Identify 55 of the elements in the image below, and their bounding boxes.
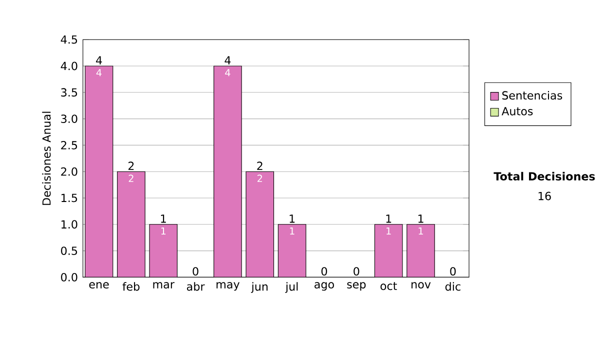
y-tick-label: 3.0 xyxy=(61,114,78,124)
total-label: 2 xyxy=(257,162,262,170)
y-tick-label: 1.5 xyxy=(62,194,78,202)
bar xyxy=(117,172,146,278)
total-label: 1 xyxy=(290,214,295,223)
y-tick-label: 4.0 xyxy=(60,62,78,70)
data-label: 4 xyxy=(225,69,230,76)
total-label: 4 xyxy=(96,56,102,65)
x-tick-label: abr xyxy=(186,282,205,291)
bar xyxy=(278,224,306,278)
x-tick-label: jun xyxy=(251,282,268,294)
total-label: 2 xyxy=(128,162,134,170)
bar xyxy=(149,224,178,278)
bar xyxy=(246,172,274,278)
x-tick-label: sep xyxy=(347,282,366,291)
bar xyxy=(374,224,403,278)
y-tick-label: 2.0 xyxy=(61,168,78,176)
text: 16 xyxy=(538,192,551,200)
x-tick-label: may xyxy=(216,282,240,291)
x-tick-label: ene xyxy=(89,282,109,289)
y-tick-label: 0.0 xyxy=(61,273,78,282)
bar xyxy=(214,66,242,278)
total-label: 0 xyxy=(450,267,456,276)
x-tick-label: feb xyxy=(122,282,140,291)
x-tick-label: dic xyxy=(445,282,460,291)
data-label: 2 xyxy=(258,174,262,182)
bar xyxy=(84,66,114,278)
data-label: 4 xyxy=(96,69,102,76)
data-label: 1 xyxy=(290,228,294,235)
total-label: 0 xyxy=(354,267,360,276)
data-label: 1 xyxy=(418,228,423,235)
x-tick-label: oct xyxy=(380,282,397,290)
total-label: 1 xyxy=(386,214,392,223)
text: Total Decisiones xyxy=(494,172,595,181)
total-label: 0 xyxy=(192,267,198,276)
legend-label: Autos xyxy=(502,107,533,116)
x-tick-label: ago xyxy=(314,282,334,291)
y-tick-label: 1.0 xyxy=(62,220,78,229)
x-tick-label: jul xyxy=(285,282,298,294)
y-tick-label: 2.5 xyxy=(61,141,78,150)
y-tick-label: 4.5 xyxy=(60,36,78,44)
total-label: 1 xyxy=(161,214,166,223)
x-tick-label: mar xyxy=(153,282,174,289)
total-label: 1 xyxy=(418,214,424,223)
data-label: 1 xyxy=(161,228,166,235)
legend-label: Sentencias xyxy=(502,91,562,100)
data-label: 2 xyxy=(128,174,134,182)
total-label: 4 xyxy=(224,56,231,65)
y-axis-title: Decisiones Anual xyxy=(42,112,51,206)
y-tick-label: 0.5 xyxy=(61,246,78,256)
y-tick-label: 3.5 xyxy=(61,88,78,97)
data-label: 1 xyxy=(386,228,391,235)
bar xyxy=(406,224,435,278)
total-label: 0 xyxy=(321,267,328,276)
x-tick-label: nov xyxy=(412,282,431,289)
